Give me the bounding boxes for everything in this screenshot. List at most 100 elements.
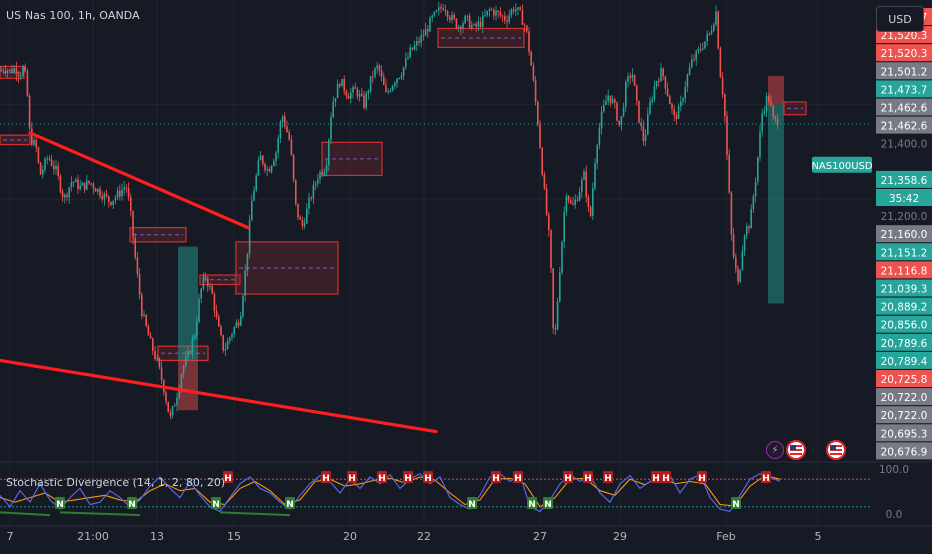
candle-body xyxy=(99,188,101,197)
candle-body xyxy=(174,405,176,407)
candle-body xyxy=(435,10,438,12)
candle-body xyxy=(655,81,658,87)
indicator-title[interactable]: Stochastic Divergence (14, 1, 2, 80, 20) xyxy=(6,476,226,489)
position-profit-area[interactable] xyxy=(768,104,784,304)
candle-body xyxy=(391,85,394,91)
candle-body xyxy=(660,68,662,82)
candle-body xyxy=(680,101,682,107)
us-flag-event-icon[interactable] xyxy=(786,440,806,460)
stoch-low-marker[interactable] xyxy=(543,497,553,509)
candle-body xyxy=(130,197,132,212)
candle-body xyxy=(482,15,484,27)
candle-body xyxy=(724,94,726,117)
candle-body xyxy=(343,78,345,91)
price-axis-label: 20,889.2 xyxy=(881,302,928,314)
stoch-low-marker[interactable] xyxy=(55,497,65,509)
candle-body xyxy=(750,208,752,229)
candle-body xyxy=(204,276,207,279)
candle-body xyxy=(180,374,183,389)
price-axis-label: 21,520.3 xyxy=(881,30,928,42)
symbol-title[interactable]: US Nas 100, 1h, OANDA xyxy=(6,9,140,22)
currency-button[interactable]: USD xyxy=(876,6,924,32)
candle-body xyxy=(413,45,416,50)
stoch-high-marker[interactable] xyxy=(651,471,661,483)
candle-body xyxy=(141,294,143,317)
stoch-high-marker[interactable] xyxy=(403,471,413,483)
candle-body xyxy=(642,126,645,141)
stoch-high-marker[interactable] xyxy=(347,471,357,483)
stoch-low-marker[interactable] xyxy=(467,497,477,509)
stoch-high-marker[interactable] xyxy=(697,471,707,483)
stoch-high-marker[interactable] xyxy=(513,471,523,483)
candle-body xyxy=(53,165,55,170)
candle-body xyxy=(510,9,513,16)
candle-body xyxy=(429,17,431,32)
time-axis-label: 7 xyxy=(7,530,14,543)
stoch-low-marker[interactable] xyxy=(731,497,741,509)
candle-body xyxy=(325,164,328,173)
position-loss-area[interactable] xyxy=(768,75,784,105)
candle-body xyxy=(473,24,475,26)
trendline[interactable] xyxy=(0,358,438,434)
stoch-high-marker[interactable] xyxy=(661,471,671,483)
candle-body xyxy=(418,41,420,43)
candle-body xyxy=(270,165,273,172)
candle-body xyxy=(607,95,609,102)
candle-body xyxy=(13,68,15,73)
supply-demand-zone[interactable] xyxy=(0,134,31,146)
candle-body xyxy=(369,76,372,92)
stoch-high-marker[interactable] xyxy=(377,471,387,483)
candle-body xyxy=(695,50,697,60)
candle-body xyxy=(647,113,649,135)
candle-body xyxy=(323,172,326,175)
position-profit-area[interactable] xyxy=(178,246,198,361)
stoch-high-marker[interactable] xyxy=(491,471,501,483)
flash-event-icon[interactable]: ⚡ xyxy=(766,441,784,459)
candle-body xyxy=(123,187,125,190)
candle-body xyxy=(523,24,526,26)
stoch-low-marker-label: N xyxy=(732,500,740,510)
candle-body xyxy=(457,26,460,29)
candle-body xyxy=(231,333,233,338)
candle-body xyxy=(664,76,667,89)
candle-body xyxy=(15,68,18,75)
candle-body xyxy=(352,87,354,93)
candle-body xyxy=(442,8,444,10)
candle-body xyxy=(224,349,227,351)
candle-body xyxy=(671,104,673,109)
candle-body xyxy=(462,23,464,29)
stoch-low-marker[interactable] xyxy=(127,497,137,509)
stoch-high-marker[interactable] xyxy=(603,471,613,483)
us-flag-event-icon[interactable] xyxy=(826,440,846,460)
stoch-high-marker[interactable] xyxy=(423,471,433,483)
candle-body xyxy=(345,90,348,96)
stoch-high-marker[interactable] xyxy=(583,471,593,483)
price-axis-label-bg xyxy=(876,333,932,351)
symbol-price-tag[interactable] xyxy=(812,156,872,173)
stoch-high-marker-label: H xyxy=(604,474,612,484)
trendline[interactable] xyxy=(28,131,250,230)
candle-body xyxy=(9,69,11,71)
candle-body xyxy=(101,196,103,200)
candle-body xyxy=(350,92,352,99)
price-axis-label: 20,789.6 xyxy=(881,338,928,350)
stoch-high-marker[interactable] xyxy=(321,471,331,483)
stoch-high-marker-label: H xyxy=(564,474,572,484)
candle-body xyxy=(748,226,750,229)
supply-demand-zone[interactable] xyxy=(321,141,383,177)
stoch-high-marker[interactable] xyxy=(223,471,233,483)
stoch-high-marker[interactable] xyxy=(563,471,573,483)
supply-demand-zone[interactable] xyxy=(235,241,339,295)
stoch-low-marker[interactable] xyxy=(285,497,295,509)
candle-body xyxy=(103,193,106,200)
candle-body xyxy=(233,327,235,334)
stoch-low-marker[interactable] xyxy=(211,497,221,509)
candle-body xyxy=(330,117,332,140)
stoch-low-marker[interactable] xyxy=(527,497,537,509)
candle-body xyxy=(336,83,339,99)
stoch-low-marker-label: N xyxy=(286,500,294,510)
stoch-high-marker[interactable] xyxy=(761,471,771,483)
candle-body xyxy=(471,25,473,28)
